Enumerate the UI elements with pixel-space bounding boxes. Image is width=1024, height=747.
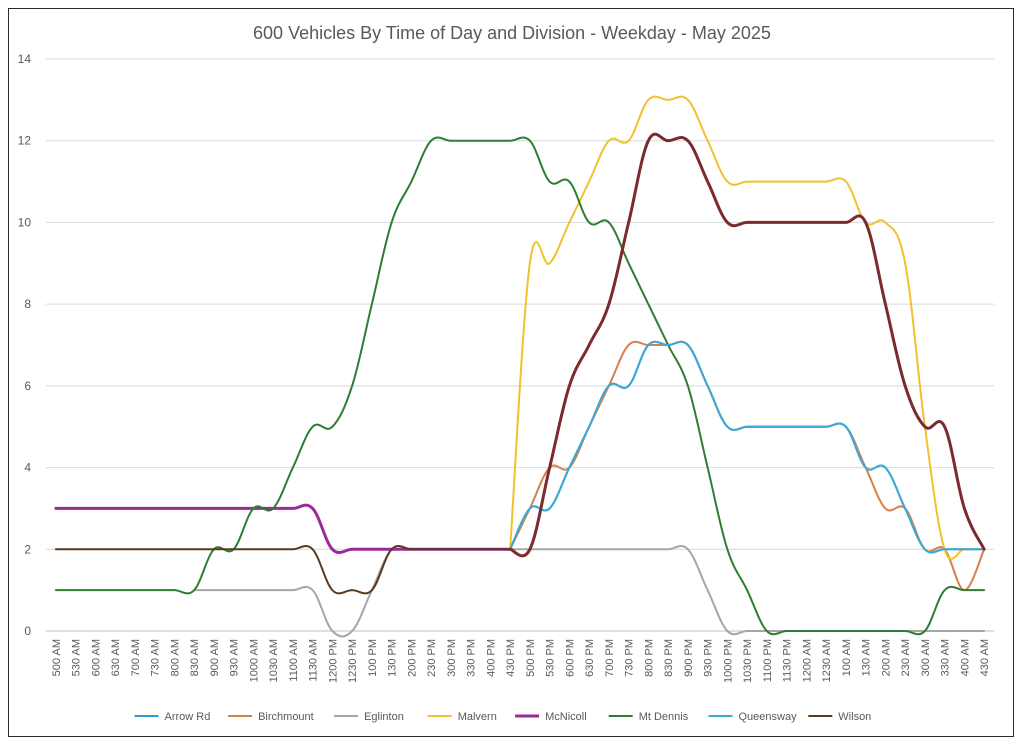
x-tick-label: 700 AM — [130, 639, 142, 676]
x-tick-label: 1200 AM — [801, 639, 813, 682]
x-tick-label: 200 PM — [406, 639, 418, 677]
x-tick-label: 130 AM — [861, 639, 873, 676]
x-tick-label: 500 PM — [525, 639, 537, 677]
x-tick-label: 600 PM — [564, 639, 576, 677]
y-tick-label: 2 — [24, 542, 31, 556]
y-tick-label: 14 — [18, 52, 32, 66]
x-tick-label: 1000 AM — [248, 639, 260, 682]
x-tick-label: 1030 PM — [742, 639, 754, 683]
x-tick-label: 630 AM — [110, 639, 122, 676]
x-tick-label: 1230 AM — [821, 639, 833, 682]
y-tick-label: 0 — [24, 624, 31, 638]
x-tick-label: 630 PM — [584, 639, 596, 677]
x-tick-label: 230 PM — [426, 639, 438, 677]
legend-label-malvern: Malvern — [458, 711, 497, 723]
y-tick-label: 4 — [24, 461, 31, 475]
legend-label-eglinton: Eglinton — [364, 711, 404, 723]
x-tick-label: 930 PM — [703, 639, 715, 677]
series-line-malvern — [509, 95, 986, 560]
series-line-birchmount — [509, 340, 986, 592]
x-tick-label: 400 AM — [959, 639, 971, 676]
x-tick-label: 500 AM — [51, 639, 63, 676]
x-tick-label: 730 PM — [624, 639, 636, 677]
x-tick-label: 1230 PM — [347, 639, 359, 683]
x-tick-label: 830 PM — [663, 639, 675, 677]
x-tick-label: 800 AM — [169, 639, 181, 676]
line-chart: 600 Vehicles By Time of Day and Division… — [18, 23, 994, 723]
x-tick-label: 1100 AM — [288, 639, 300, 682]
x-tick-label: 300 PM — [446, 639, 458, 677]
legend-label-wilson: Wilson — [838, 711, 871, 723]
legend-label-birchmount: Birchmount — [258, 711, 314, 723]
y-axis-ticks: 0 2 4 6 8 10 12 14 — [18, 52, 32, 638]
legend-label-arrow-rd: Arrow Rd — [165, 711, 211, 723]
x-tick-label: 230 AM — [900, 639, 912, 676]
gridlines — [46, 58, 994, 632]
y-tick-label: 12 — [18, 134, 32, 148]
y-tick-label: 6 — [24, 379, 31, 393]
x-tick-label: 900 AM — [209, 639, 221, 676]
x-tick-label: 130 PM — [387, 639, 399, 677]
legend-label-mcnicoll: McNicoll — [545, 711, 587, 723]
y-tick-label: 10 — [18, 215, 32, 229]
legend-label-mt-dennis: Mt Dennis — [639, 711, 689, 723]
x-tick-label: 1030 AM — [268, 639, 280, 682]
x-tick-label: 1130 PM — [782, 639, 794, 682]
chart-title: 600 Vehicles By Time of Day and Division… — [253, 23, 771, 43]
x-tick-label: 830 AM — [189, 639, 201, 676]
x-tick-label: 1130 AM — [308, 639, 320, 682]
x-tick-label: 400 PM — [485, 639, 497, 677]
series-lines — [54, 95, 986, 638]
x-tick-label: 100 AM — [841, 639, 853, 676]
x-tick-label: 300 AM — [920, 639, 932, 676]
chart-frame: 600 Vehicles By Time of Day and Division… — [8, 8, 1014, 737]
x-tick-label: 800 PM — [643, 639, 655, 677]
x-tick-label: 430 PM — [505, 639, 517, 677]
x-tick-label: 530 AM — [71, 639, 83, 676]
x-tick-label: 900 PM — [683, 639, 695, 677]
legend-label-queensway: Queensway — [739, 711, 798, 723]
x-tick-label: 430 AM — [979, 639, 991, 676]
series-line-queensway — [509, 340, 986, 554]
x-tick-label: 1200 PM — [327, 639, 339, 683]
y-tick-label: 8 — [24, 297, 31, 311]
legend: Arrow Rd Birchmount Eglinton Malvern McNicol… — [134, 711, 871, 723]
x-tick-label: 330 PM — [466, 639, 478, 677]
x-tick-label: 930 AM — [229, 639, 241, 676]
series-line-eglinton — [193, 545, 986, 638]
x-tick-label: 1000 PM — [722, 639, 734, 683]
series-line-series-9 — [508, 132, 986, 558]
x-tick-label: 530 PM — [545, 639, 557, 677]
x-tick-label: 100 PM — [367, 639, 379, 677]
x-tick-label: 330 AM — [940, 639, 952, 676]
x-axis-ticks: 500 AM 530 AM 600 AM 630 AM 700 AM 730 AM 800 … — [51, 639, 991, 683]
x-tick-label: 730 AM — [150, 639, 162, 676]
x-tick-label: 700 PM — [604, 639, 616, 677]
series-line-wilson — [54, 545, 512, 595]
x-tick-label: 1100 PM — [762, 639, 774, 682]
x-tick-label: 200 AM — [880, 639, 892, 676]
series-line-mcnicoll — [54, 503, 512, 555]
x-tick-label: 600 AM — [90, 639, 102, 676]
